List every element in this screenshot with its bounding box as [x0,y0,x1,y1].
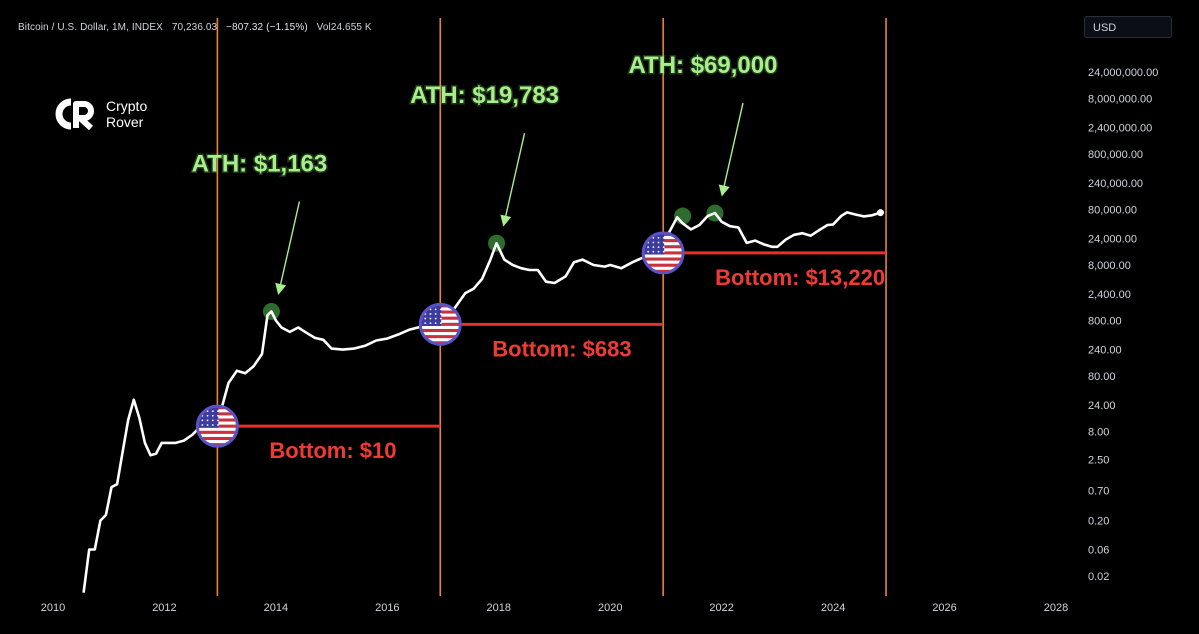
x-tick-label: 2026 [932,602,956,614]
volume-value: 24.655 K [330,22,372,33]
bottom-lines [217,251,887,428]
ath-arrow [275,201,301,295]
y-tick-label: 2,400.00 [1088,289,1131,301]
ath-arrow [718,102,744,197]
us-flag-icon [641,231,685,275]
y-tick-label: 240.00 [1088,345,1122,357]
y-tick-label: 0.20 [1088,515,1109,527]
y-tick-label: 80.00 [1088,371,1116,383]
y-axis-ticks: 24,000,000.00 8,000,000.00 2,400,000.00 800… [1088,67,1158,583]
currency-selector[interactable]: USD [1084,16,1172,38]
y-tick-label: 8.00 [1088,427,1109,439]
x-tick-label: 2014 [264,602,288,614]
x-tick-label: 2010 [41,602,65,614]
x-tick-label: 2018 [487,602,511,614]
bottom-label: Bottom: $10 [269,438,396,463]
y-tick-label: 800.00 [1088,316,1122,328]
y-tick-label: 8,000,000.00 [1088,93,1152,105]
price-line [82,211,881,593]
us-flag-icon [418,302,462,346]
last-price: 70,236.03 [171,22,218,33]
y-tick-label: 80,000.00 [1088,205,1137,217]
ath-label: ATH: $1,163 [192,151,328,178]
y-tick-label: 24,000,000.00 [1088,67,1158,79]
x-tick-label: 2022 [709,602,733,614]
y-tick-label: 240,000.00 [1088,178,1143,190]
annotation-labels: ATH: $1,163 ATH: $19,783 ATH: $69,000 Botto… [190,51,885,464]
x-tick-label: 2016 [375,602,399,614]
y-tick-label: 0.02 [1088,571,1109,583]
x-tick-label: 2028 [1044,602,1068,614]
flag-icons [195,231,685,448]
ath-label: ATH: $69,000 [628,52,777,79]
x-tick-label: 2020 [598,602,622,614]
ath-arrow [500,133,526,227]
x-tick-label: 2024 [821,602,845,614]
ath-arrows [275,102,744,295]
bottom-label: Bottom: $13,220 [715,265,885,290]
crypto-rover-logo: Crypto Rover [54,97,147,131]
y-tick-label: 0.70 [1088,485,1109,497]
symbol-title: Bitcoin / U.S. Dollar, 1M, INDEX [18,22,163,33]
y-tick-label: 800,000.00 [1088,149,1143,161]
volume-label: Vol [316,22,331,33]
y-tick-label: 24,000.00 [1088,234,1137,246]
price-change: −807.32 (−1.15%) [226,22,308,33]
y-tick-label: 2.50 [1088,455,1109,467]
crypto-rover-logo-icon [55,98,94,131]
bottom-label: Bottom: $683 [492,336,631,361]
us-flag-icon [195,404,239,448]
ath-label: ATH: $19,783 [410,82,559,109]
y-tick-label: 24.00 [1088,400,1116,412]
y-tick-label: 0.06 [1088,545,1109,557]
y-tick-label: 2,400,000.00 [1088,123,1152,135]
x-tick-label: 2012 [152,602,176,614]
chart-header: Bitcoin / U.S. Dollar, 1M, INDEX 70,236.… [18,22,378,33]
y-tick-label: 8,000.00 [1088,260,1131,272]
logo-line-2: Rover [106,114,144,130]
logo-line-1: Crypto [106,98,148,114]
x-axis-ticks: 2010 2012 2014 2016 2018 2020 2022 2024 2026 2028 [41,602,1068,614]
